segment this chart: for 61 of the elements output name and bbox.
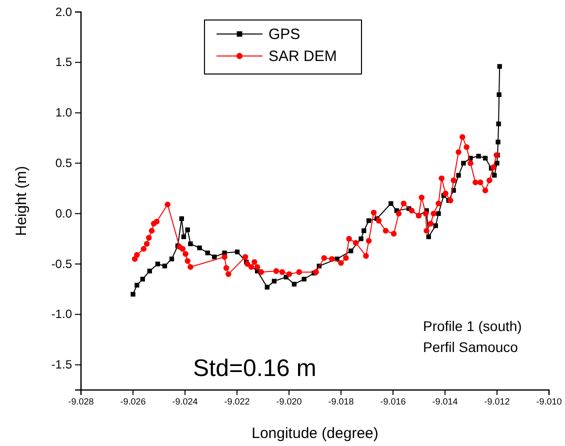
point	[436, 211, 441, 216]
x-tick-label: -9.026	[120, 396, 146, 406]
x-tick-label: -9.016	[380, 396, 406, 406]
point	[205, 250, 210, 256]
x-axis-title: Longitude (degree)	[252, 425, 378, 442]
point	[188, 241, 193, 246]
point	[433, 223, 438, 228]
point	[348, 248, 354, 254]
point	[496, 140, 500, 144]
legend-label: GPS	[268, 26, 300, 43]
point	[140, 276, 145, 282]
x-tick-label: -9.020	[276, 396, 302, 406]
y-tick-label: -1.0	[51, 307, 72, 322]
point	[147, 268, 152, 274]
point	[169, 256, 174, 262]
y-tick-label: 2.0	[55, 4, 72, 19]
point	[476, 154, 481, 158]
point	[197, 246, 202, 250]
point	[496, 122, 501, 126]
y-tick-label: -0.5	[51, 256, 72, 271]
point	[496, 92, 502, 97]
point	[181, 234, 186, 240]
annotation: Std=0.16 m	[193, 355, 316, 382]
point	[185, 227, 190, 232]
point	[292, 282, 297, 287]
point	[456, 172, 461, 178]
x-tick-label: -9.010	[536, 396, 562, 406]
point	[179, 216, 184, 221]
x-tick-label: -9.018	[328, 396, 354, 406]
point	[264, 284, 270, 290]
point	[426, 234, 431, 240]
x-tick-label: -9.022	[224, 396, 250, 406]
legend-label: SAR DEM	[268, 48, 337, 65]
point	[362, 228, 366, 234]
point	[366, 218, 372, 223]
point	[212, 254, 217, 260]
annotation: Perfil Samouco	[423, 339, 518, 355]
point	[234, 250, 240, 254]
x-tick-label: -9.028	[68, 396, 94, 406]
point	[497, 64, 502, 69]
point	[162, 264, 168, 268]
point	[302, 276, 306, 282]
y-tick-label: 0.0	[55, 206, 72, 220]
point	[388, 201, 394, 206]
point	[482, 156, 488, 161]
y-axis-title: Height (m)	[13, 166, 30, 236]
point	[130, 292, 136, 297]
x-tick-label: -9.014	[432, 396, 458, 406]
y-tick-label: 0.5	[55, 156, 72, 170]
point	[358, 236, 364, 242]
y-tick-label: 1.5	[55, 55, 72, 70]
point	[492, 172, 497, 178]
point	[155, 262, 160, 266]
annotation: Profile 1 (south)	[423, 318, 522, 334]
point	[461, 160, 466, 166]
y-tick-label: 1.0	[55, 106, 72, 120]
point	[134, 282, 140, 288]
y-tick-label: -1.5	[51, 358, 72, 372]
x-tick-label: -9.024	[172, 396, 198, 406]
point	[272, 278, 277, 284]
x-tick-label: -9.012	[484, 396, 510, 406]
